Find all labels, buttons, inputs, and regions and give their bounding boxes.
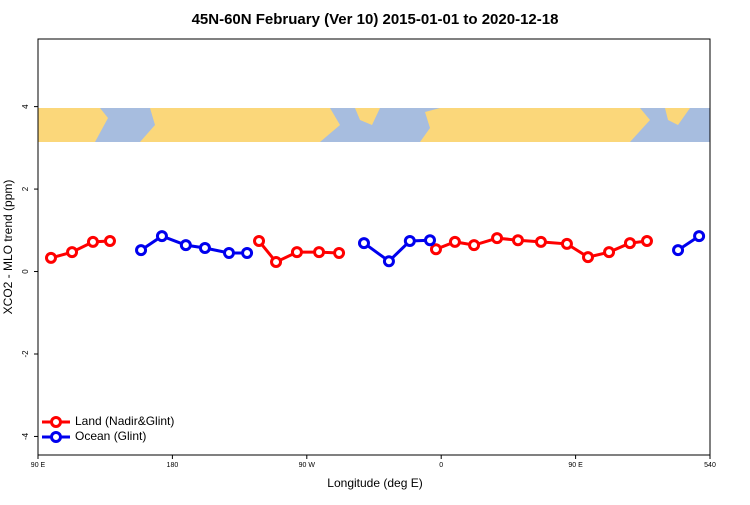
x-tick-label: 90 E bbox=[568, 462, 583, 469]
x-tick-label: 90 W bbox=[299, 462, 316, 469]
data-point bbox=[66, 246, 79, 259]
x-axis-label: Longitude (deg E) bbox=[327, 476, 422, 490]
x-tick-label: 0 bbox=[439, 462, 443, 469]
data-point bbox=[241, 246, 254, 259]
data-point bbox=[313, 246, 326, 259]
data-point bbox=[623, 237, 636, 250]
land bbox=[420, 108, 650, 142]
data-point bbox=[135, 244, 148, 257]
data-point bbox=[603, 246, 616, 259]
land bbox=[140, 108, 340, 142]
data-point bbox=[333, 246, 346, 259]
data-point bbox=[253, 235, 266, 248]
land bbox=[38, 108, 108, 142]
data-point bbox=[672, 244, 685, 257]
legend-marker bbox=[50, 431, 62, 443]
y-tick-label: -2 bbox=[21, 350, 30, 358]
data-point bbox=[179, 239, 192, 252]
y-tick-label: -4 bbox=[21, 432, 30, 440]
legend-marker bbox=[50, 416, 62, 428]
data-point bbox=[155, 230, 168, 243]
data-point bbox=[511, 234, 524, 247]
data-point bbox=[357, 237, 370, 250]
data-point bbox=[534, 235, 547, 248]
land bbox=[665, 108, 690, 125]
map-band bbox=[38, 108, 710, 142]
data-point bbox=[640, 235, 653, 248]
data-point bbox=[403, 235, 416, 248]
chart-title: 45N-60N February (Ver 10) 2015-01-01 to … bbox=[192, 11, 559, 28]
x-tick-label: 180 bbox=[167, 462, 179, 469]
data-point bbox=[448, 235, 461, 248]
y-tick-label: 0 bbox=[21, 269, 30, 274]
data-point bbox=[270, 256, 283, 269]
data-point bbox=[198, 242, 211, 255]
data-point bbox=[382, 255, 395, 268]
data-point bbox=[581, 251, 594, 264]
data-point bbox=[424, 234, 436, 247]
data-point bbox=[468, 239, 481, 252]
land bbox=[355, 108, 380, 125]
y-tick-label: 4 bbox=[21, 104, 30, 109]
data-point bbox=[86, 235, 99, 248]
data-point bbox=[693, 230, 706, 243]
y-tick-label: 2 bbox=[21, 186, 30, 191]
x-tick-label: 90 E bbox=[31, 462, 46, 469]
data-point bbox=[44, 251, 57, 264]
data-point bbox=[560, 237, 573, 250]
legend-label: Land (Nadir&Glint) bbox=[75, 414, 174, 428]
data-point bbox=[290, 246, 303, 259]
data-point bbox=[222, 246, 235, 259]
plot-frame bbox=[37, 38, 711, 456]
data-point bbox=[429, 243, 442, 256]
data-point bbox=[491, 232, 504, 245]
legend-label: Ocean (Glint) bbox=[75, 429, 146, 443]
y-axis-label: XCO2 - MLO trend (ppm) bbox=[1, 180, 15, 315]
data-point bbox=[103, 235, 116, 248]
x-tick-label: 540 bbox=[704, 462, 716, 469]
